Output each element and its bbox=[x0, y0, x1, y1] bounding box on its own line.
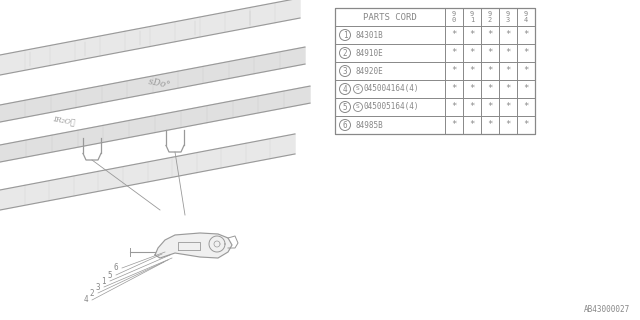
Text: 9
4: 9 4 bbox=[524, 11, 528, 23]
Polygon shape bbox=[0, 47, 305, 122]
Text: 5: 5 bbox=[108, 270, 112, 279]
Text: *: * bbox=[487, 84, 493, 93]
Text: AB43000027: AB43000027 bbox=[584, 305, 630, 314]
Text: *: * bbox=[506, 67, 511, 76]
Text: 4: 4 bbox=[83, 295, 88, 305]
Text: *: * bbox=[524, 84, 529, 93]
Text: *: * bbox=[451, 102, 457, 111]
Text: 045005164(4): 045005164(4) bbox=[364, 102, 419, 111]
Text: *: * bbox=[469, 49, 475, 58]
Text: *: * bbox=[487, 67, 493, 76]
Text: *: * bbox=[506, 84, 511, 93]
Text: 6: 6 bbox=[113, 263, 118, 273]
Text: 84985B: 84985B bbox=[355, 121, 383, 130]
Text: 3: 3 bbox=[95, 283, 100, 292]
Text: 2: 2 bbox=[342, 49, 348, 58]
Bar bbox=[335, 8, 535, 134]
Text: *: * bbox=[487, 102, 493, 111]
Text: 84301B: 84301B bbox=[355, 30, 383, 39]
Text: *: * bbox=[487, 49, 493, 58]
Text: 84920E: 84920E bbox=[355, 67, 383, 76]
Text: *: * bbox=[524, 67, 529, 76]
Text: 5: 5 bbox=[342, 102, 348, 111]
Text: S: S bbox=[356, 105, 360, 109]
Text: 2: 2 bbox=[90, 289, 94, 298]
Text: PARTS CORD: PARTS CORD bbox=[363, 12, 417, 21]
Text: IR₂O〉: IR₂O〉 bbox=[52, 115, 76, 127]
Text: *: * bbox=[451, 67, 457, 76]
Text: *: * bbox=[506, 49, 511, 58]
Text: 6: 6 bbox=[342, 121, 348, 130]
Polygon shape bbox=[0, 86, 310, 162]
Text: 84910E: 84910E bbox=[355, 49, 383, 58]
Text: *: * bbox=[506, 30, 511, 39]
Polygon shape bbox=[0, 0, 300, 75]
Text: *: * bbox=[451, 30, 457, 39]
Text: *: * bbox=[451, 84, 457, 93]
Text: *: * bbox=[469, 121, 475, 130]
Text: 1: 1 bbox=[101, 276, 106, 285]
Text: 9
1: 9 1 bbox=[470, 11, 474, 23]
Text: *: * bbox=[469, 67, 475, 76]
Text: *: * bbox=[524, 30, 529, 39]
Text: *: * bbox=[469, 30, 475, 39]
Text: *: * bbox=[487, 30, 493, 39]
Text: 045004164(4): 045004164(4) bbox=[364, 84, 419, 93]
Text: 3: 3 bbox=[342, 67, 348, 76]
Text: *: * bbox=[451, 121, 457, 130]
Polygon shape bbox=[155, 233, 232, 258]
Text: *: * bbox=[524, 49, 529, 58]
Text: *: * bbox=[451, 49, 457, 58]
Text: sDo⁠°: sDo⁠° bbox=[148, 77, 171, 90]
Text: 1: 1 bbox=[342, 30, 348, 39]
Polygon shape bbox=[0, 134, 295, 210]
Text: 9
0: 9 0 bbox=[452, 11, 456, 23]
Text: *: * bbox=[506, 102, 511, 111]
Text: *: * bbox=[487, 121, 493, 130]
Text: *: * bbox=[524, 102, 529, 111]
Text: 4: 4 bbox=[342, 84, 348, 93]
Text: S: S bbox=[356, 86, 360, 92]
Text: 9
2: 9 2 bbox=[488, 11, 492, 23]
Text: *: * bbox=[524, 121, 529, 130]
Text: *: * bbox=[506, 121, 511, 130]
Text: 9
3: 9 3 bbox=[506, 11, 510, 23]
Text: *: * bbox=[469, 84, 475, 93]
Text: *: * bbox=[469, 102, 475, 111]
